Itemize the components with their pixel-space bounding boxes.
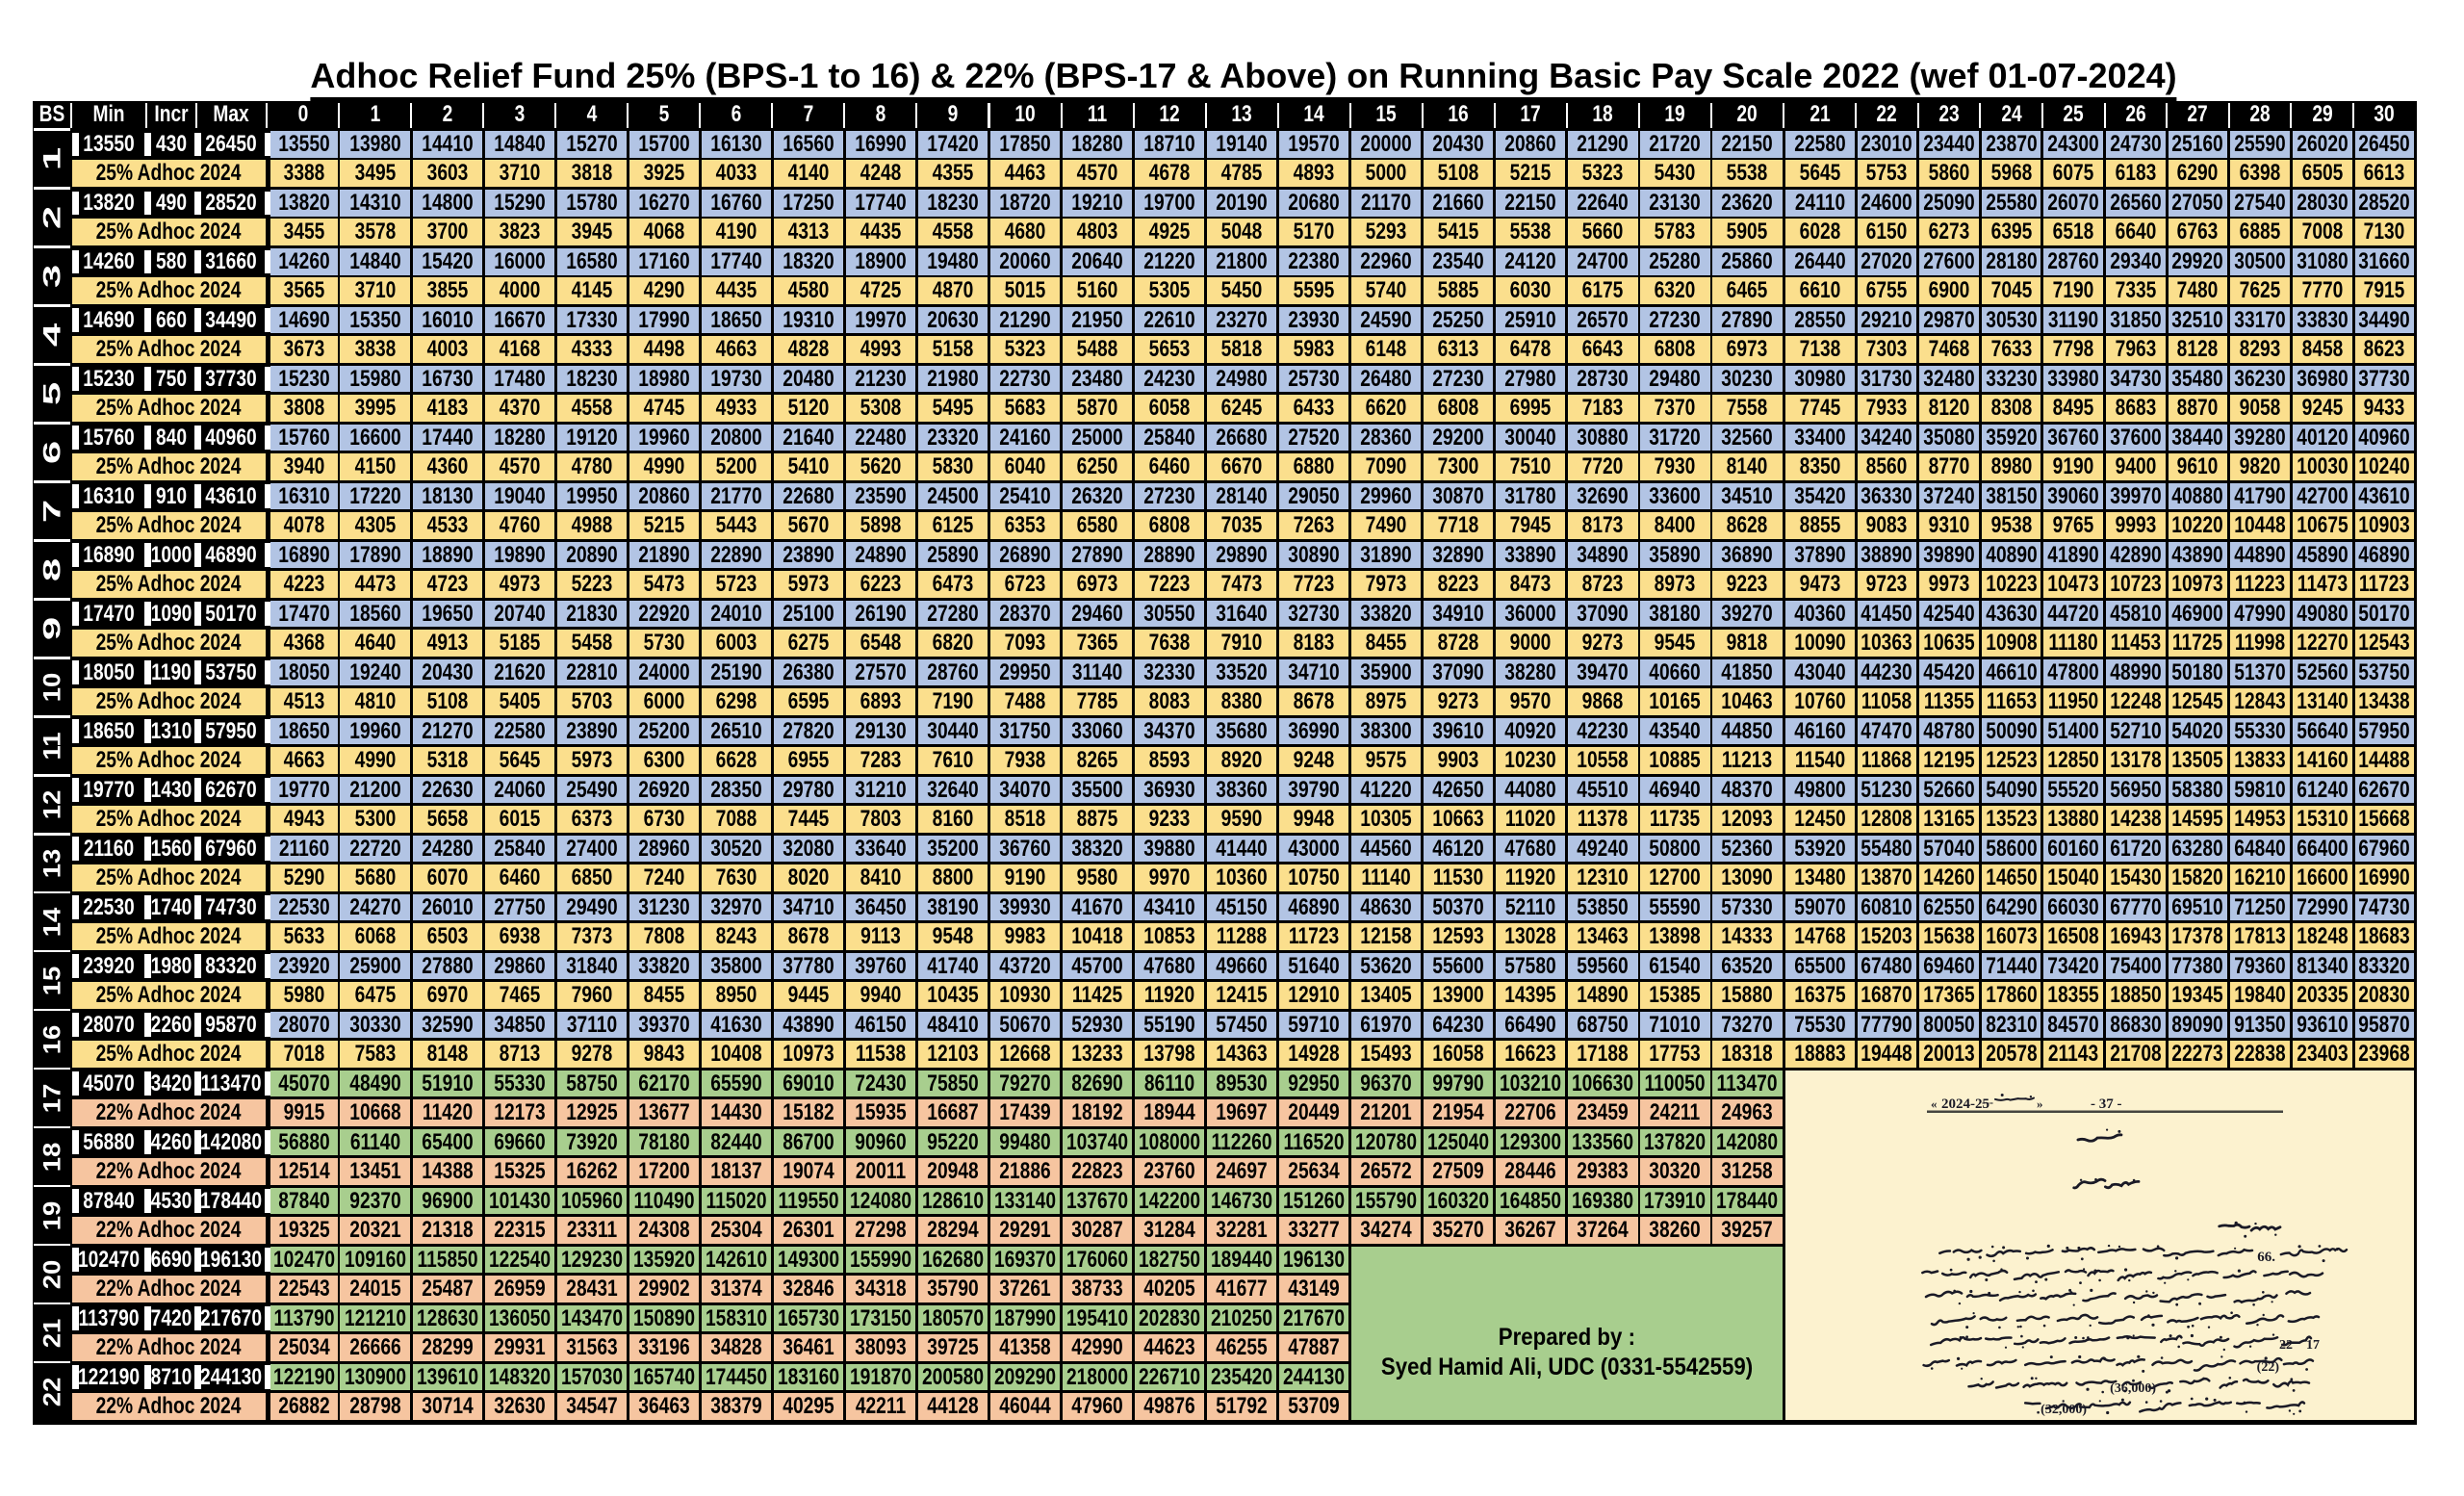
svg-text:66.: 66.: [2257, 1250, 2275, 1265]
svg-text:(36,000): (36,000): [2110, 1381, 2156, 1396]
svg-text:- 37 -: - 37 -: [2091, 1096, 2122, 1112]
svg-text:17: 17: [2306, 1338, 2320, 1353]
svg-text:(22): (22): [2257, 1360, 2280, 1375]
svg-text:«: «: [1931, 1096, 1938, 1111]
svg-text:2024-25: 2024-25: [1941, 1096, 1989, 1112]
svg-text:---: ---: [1982, 1096, 1993, 1109]
svg-text:(32,000): (32,000): [2040, 1403, 2087, 1417]
svg-text:»: »: [2037, 1096, 2043, 1111]
svg-text:22: 22: [2279, 1338, 2293, 1353]
